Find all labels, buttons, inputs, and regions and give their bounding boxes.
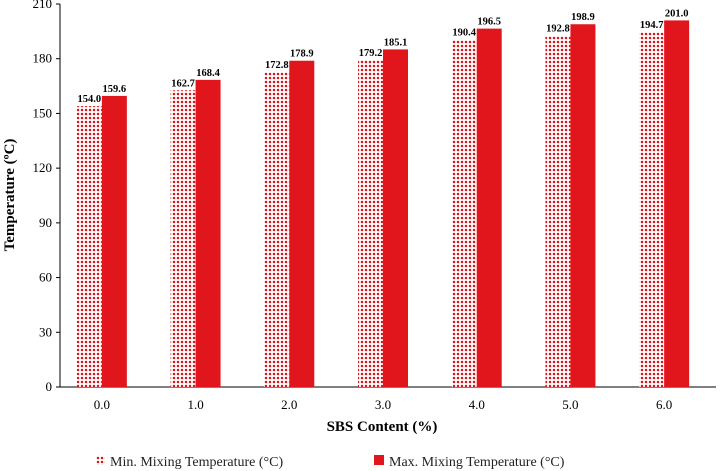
y-tick-label: 150 xyxy=(33,105,53,120)
data-label-max: 159.6 xyxy=(103,84,127,95)
x-tick-label: 1.0 xyxy=(187,397,203,412)
y-tick-label: 90 xyxy=(39,215,52,230)
bar-min-temp xyxy=(358,60,383,387)
bar-max-temp xyxy=(664,20,690,388)
x-tick-label: 6.0 xyxy=(656,397,672,412)
bar-max-temp xyxy=(289,60,315,388)
data-label-max: 185.1 xyxy=(384,37,408,48)
bar-min-temp xyxy=(264,71,290,388)
data-label-max: 198.9 xyxy=(571,12,595,23)
data-label-max: 201.0 xyxy=(665,8,689,19)
legend-label-max: Max. Mixing Temperature (°C) xyxy=(389,455,565,470)
data-label-max: 178.9 xyxy=(290,49,314,60)
data-label-min: 162.7 xyxy=(171,78,195,89)
y-tick-label: 0 xyxy=(46,379,53,394)
legend-swatch-max xyxy=(374,455,384,465)
y-tick-label: 120 xyxy=(33,160,53,175)
x-tick-label: 3.0 xyxy=(375,397,391,412)
data-label-min: 179.2 xyxy=(359,48,383,59)
x-ticks: 0.0 1.0 2.0 3.0 4.0 5.0 6.0 xyxy=(94,397,673,412)
bar-min-temp xyxy=(639,31,665,387)
data-label-min: 192.8 xyxy=(546,23,570,34)
y-tick-label: 60 xyxy=(39,270,52,285)
x-tick-label: 5.0 xyxy=(562,397,578,412)
y-tick-label: 210 xyxy=(33,0,53,11)
y-axis-title: Temperature (ºC) xyxy=(2,139,18,252)
bar-min-temp xyxy=(170,90,196,388)
x-tick-label: 0.0 xyxy=(94,397,110,412)
legend: Min. Mixing Temperature (°C) Max. Mixing… xyxy=(96,455,565,470)
legend-label-min: Min. Mixing Temperature (°C) xyxy=(110,455,283,470)
bar-max-temp xyxy=(195,79,221,387)
bar-max-temp xyxy=(383,49,408,388)
bar-min-temp xyxy=(76,106,102,387)
legend-item-min[interactable]: Min. Mixing Temperature (°C) xyxy=(96,455,283,470)
x-tick-label: 2.0 xyxy=(281,397,297,412)
y-tick-label: 180 xyxy=(33,51,53,66)
bars xyxy=(76,20,690,388)
data-label-min: 154.0 xyxy=(78,94,102,105)
bar-min-temp xyxy=(451,39,477,387)
legend-item-max[interactable]: Max. Mixing Temperature (°C) xyxy=(374,455,565,470)
y-tick-label: 30 xyxy=(39,324,52,339)
bar-max-temp xyxy=(101,95,127,388)
bar-max-temp xyxy=(476,28,502,387)
legend-swatch-min xyxy=(96,456,105,465)
bar-max-temp xyxy=(570,24,596,387)
y-ticks: 0 30 60 90 120 150 180 210 xyxy=(33,0,60,394)
x-tick-label: 4.0 xyxy=(469,397,485,412)
x-axis-title: SBS Content (%) xyxy=(327,419,438,435)
bar-min-temp xyxy=(545,35,571,388)
data-label-min: 194.7 xyxy=(640,20,664,31)
data-label-min: 172.8 xyxy=(265,60,289,71)
data-label-min: 190.4 xyxy=(452,28,476,39)
data-label-max: 196.5 xyxy=(477,17,501,28)
data-label-max: 168.4 xyxy=(196,68,220,79)
